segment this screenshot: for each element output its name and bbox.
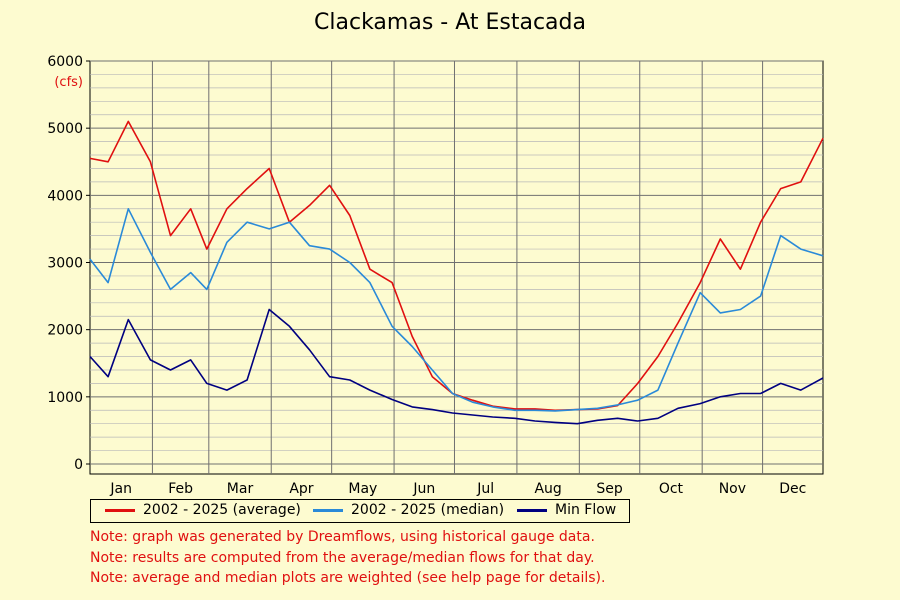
legend-item-average: 2002 - 2025 (average): [105, 502, 301, 518]
y-tick-label: 2000: [47, 323, 83, 339]
legend-swatch-min-flow: [517, 508, 547, 512]
note-line: Note: graph was generated by Dreamflows,…: [90, 529, 595, 545]
y-unit-label: (cfs): [54, 75, 83, 90]
y-tick-label: 5000: [47, 121, 83, 137]
x-tick-label: Feb: [168, 481, 193, 497]
plot-frame: [89, 60, 824, 475]
legend: 2002 - 2025 (average) 2002 - 2025 (media…: [90, 499, 630, 523]
x-tick-label: Aug: [534, 481, 561, 497]
legend-swatch-average: [105, 508, 135, 512]
x-tick-label: Jul: [476, 481, 494, 497]
x-tick-label: Jan: [109, 481, 132, 497]
note-line: Note: average and median plots are weigh…: [90, 570, 606, 586]
x-tick-label: Sep: [596, 481, 623, 497]
legend-item-median: 2002 - 2025 (median): [313, 502, 504, 518]
y-tick-label: 4000: [47, 188, 83, 204]
x-tick-label: Mar: [227, 481, 254, 497]
x-tick-label: Nov: [719, 481, 746, 497]
y-tick-label: 6000: [47, 54, 83, 70]
series-line-0: [89, 120, 824, 412]
x-tick-label: Oct: [659, 481, 684, 497]
series-line-2: [89, 308, 824, 425]
legend-item-min-flow: Min Flow: [517, 502, 616, 518]
x-tick-label: Jun: [412, 481, 435, 497]
x-tick-label: Dec: [779, 481, 806, 497]
notes: Note: graph was generated by Dreamflows,…: [90, 527, 605, 589]
series-line-1: [89, 208, 824, 412]
legend-label-min-flow: Min Flow: [555, 502, 617, 518]
chart-title: Clackamas - At Estacada: [314, 10, 586, 35]
note-line: Note: results are computed from the aver…: [90, 549, 595, 566]
legend-swatch-median: [313, 508, 343, 512]
y-tick-label: 0: [74, 457, 83, 473]
x-tick-label: Apr: [289, 481, 313, 497]
legend-label-average: 2002 - 2025 (average): [143, 502, 301, 518]
x-tick-label: May: [348, 481, 377, 497]
y-tick-label: 3000: [47, 256, 83, 272]
legend-label-median: 2002 - 2025 (median): [351, 502, 505, 518]
y-tick-label: 1000: [47, 390, 83, 406]
